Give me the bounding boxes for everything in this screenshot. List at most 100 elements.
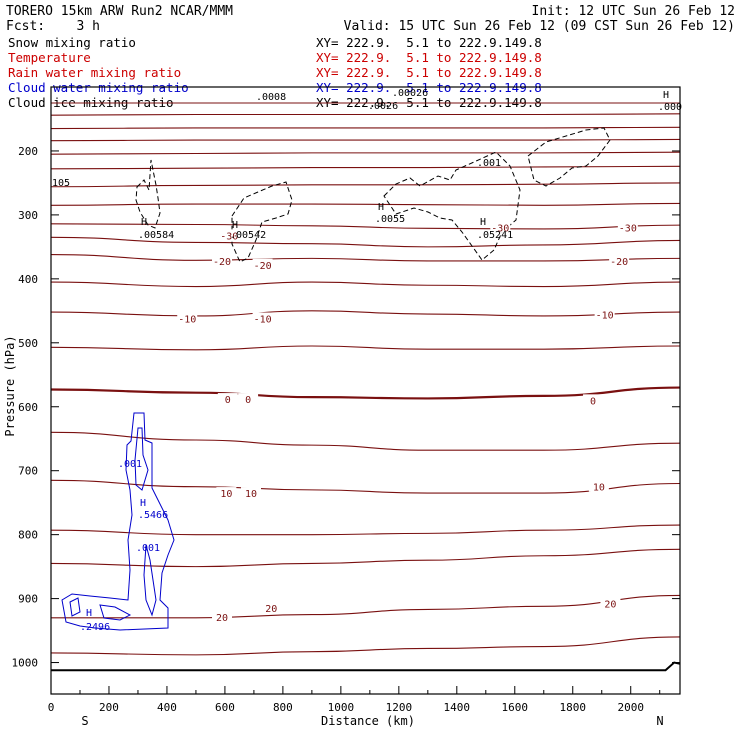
isotherm-label: 20 [604, 600, 616, 611]
snow-contour [135, 159, 161, 229]
isotherm-label-bg [216, 487, 237, 499]
x-tick-label: 400 [157, 701, 177, 714]
cloud-water-max-label: .5466 [138, 510, 168, 521]
isotherm-label-bg [594, 308, 615, 320]
legend-label-snow: Snow mixing ratio [8, 35, 136, 50]
isotherm-label: 20 [265, 604, 277, 615]
snow-max-label: .0055 [375, 214, 405, 225]
isotherm-label: -20 [254, 261, 272, 272]
terrain-line [51, 661, 681, 672]
axis-layer: 0 200 400 600 800 1000 1200 1400 1600 1800 2000200… [12, 145, 680, 714]
snow-contour-layer [135, 127, 611, 263]
x-tick-label: 1400 [444, 701, 471, 714]
isotherm-label: -20 [610, 257, 628, 268]
isotherm-line [51, 594, 681, 619]
isotherm-label: -10 [178, 314, 196, 325]
isotherm-label-bg [252, 312, 273, 324]
isotherm-label: 0 [225, 395, 231, 406]
plot-frame [50, 86, 681, 695]
snow-max-marker: H [480, 217, 486, 228]
isotherm-line [50, 126, 681, 130]
isotherm-label-bg [217, 393, 238, 405]
y-axis-title: Pressure (hPa) [3, 335, 17, 436]
x-tick-label: 800 [273, 701, 293, 714]
x-end-label-north: N [656, 714, 663, 728]
isotherm-line [50, 202, 681, 206]
isotherm-line [50, 431, 681, 451]
y-tick-label: 800 [18, 529, 38, 542]
isotherm-label-bg [238, 393, 259, 405]
y-tick-label: 300 [18, 209, 38, 222]
cloud-water-contour [99, 604, 132, 621]
isotherm-label-bg [212, 611, 233, 623]
isotherm-label-bg [490, 221, 511, 233]
isotherm-label: -30 [619, 224, 637, 235]
isotherm-line [50, 253, 681, 262]
y-tick-label: 1000 [12, 657, 39, 670]
x-tick-label: 0 [48, 701, 55, 714]
isotherm-line [50, 524, 681, 536]
y-tick-label: 200 [18, 145, 38, 158]
isotherm-label: 10 [593, 483, 605, 494]
isotherm-line [50, 310, 681, 317]
x-tick-label: 1000 [328, 701, 355, 714]
isotherm-label-bg [219, 229, 240, 241]
isotherm-label-bg [212, 254, 233, 266]
header-init: Init: 12 UTC Sun 26 Feb 12 [532, 4, 736, 19]
snow-max-label: .05241 [477, 230, 513, 241]
isotherm-line [50, 281, 681, 288]
x-end-label-south: S [81, 714, 88, 728]
isotherm-label: 0 [590, 396, 596, 407]
isotherm-label-bg [588, 480, 609, 492]
isotherm-line [50, 151, 681, 155]
cloud-water-label: .001 [136, 543, 160, 554]
x-tick-label: 600 [215, 701, 235, 714]
isotherm-line [50, 182, 681, 188]
cloud-ice-top-label: .000 [658, 102, 682, 113]
snow-contour [231, 181, 293, 263]
x-tick-label: 200 [99, 701, 119, 714]
legend-label-temperature: Temperature [8, 50, 91, 65]
cloud-water-contour [69, 597, 81, 617]
isotherm-label-bg [261, 602, 282, 614]
cloud-water-contour [61, 412, 175, 631]
isotherm-line [50, 223, 681, 230]
contour-label-layer: -30 -30 -30 -20 -20 -20 -10 -10 -10 0 0 0 10 10 10 20 20… [52, 88, 682, 633]
isotherm-label: -20 [213, 257, 231, 268]
x-axis-title: Distance (km) [321, 714, 415, 728]
y-tick-label: 600 [18, 401, 38, 414]
isotherm-label: -30 [491, 224, 509, 235]
isotherm-label-bg [583, 394, 604, 406]
cloud-ice-top-label: .0026 [368, 101, 398, 112]
isotherm-label-bg [252, 258, 273, 270]
cloud-water-contour-layer [61, 412, 175, 631]
snow-max-label: .00584 [138, 230, 174, 241]
isotherm-line [50, 548, 681, 568]
isotherm-label-bg [600, 597, 621, 609]
isotherm-line [50, 386, 681, 400]
cloud-water-max-label: .2496 [80, 622, 110, 633]
y-tick-label: 700 [18, 465, 38, 478]
snow-contour [383, 151, 521, 261]
isotherm-line [50, 345, 681, 351]
cloud-water-max-marker: H [86, 608, 92, 619]
cloud-ice-top-label: .0008 [256, 92, 286, 103]
cloud-water-label: .001 [118, 459, 142, 470]
isotherm-label: -30 [220, 231, 238, 242]
legend-label-rain: Rain water mixing ratio [8, 65, 181, 80]
isotherm-label: 0 [245, 395, 251, 406]
isotherm-line [50, 113, 681, 116]
isotherm-label: -10 [254, 314, 272, 325]
snow-max-marker: H [141, 217, 147, 228]
isotherm-label-bg [609, 254, 630, 266]
isotherm-label-bg [241, 487, 262, 499]
legend-xy-rain: XY= 222.9. 5.1 to 222.9.149.8 [316, 65, 542, 80]
isotherm-layer [50, 102, 681, 672]
cloud-ice-max-marker: H [663, 90, 669, 101]
isotherm-label-bg [617, 221, 638, 233]
isotherm-label: -10 [596, 311, 614, 322]
header-valid: Valid: 15 UTC Sun 26 Feb 12 (09 CST Sun … [344, 19, 735, 34]
x-tick-label: 2000 [617, 701, 644, 714]
header-fcst: Fcst: 3 h [6, 19, 100, 34]
y-tick-label: 900 [18, 593, 38, 606]
